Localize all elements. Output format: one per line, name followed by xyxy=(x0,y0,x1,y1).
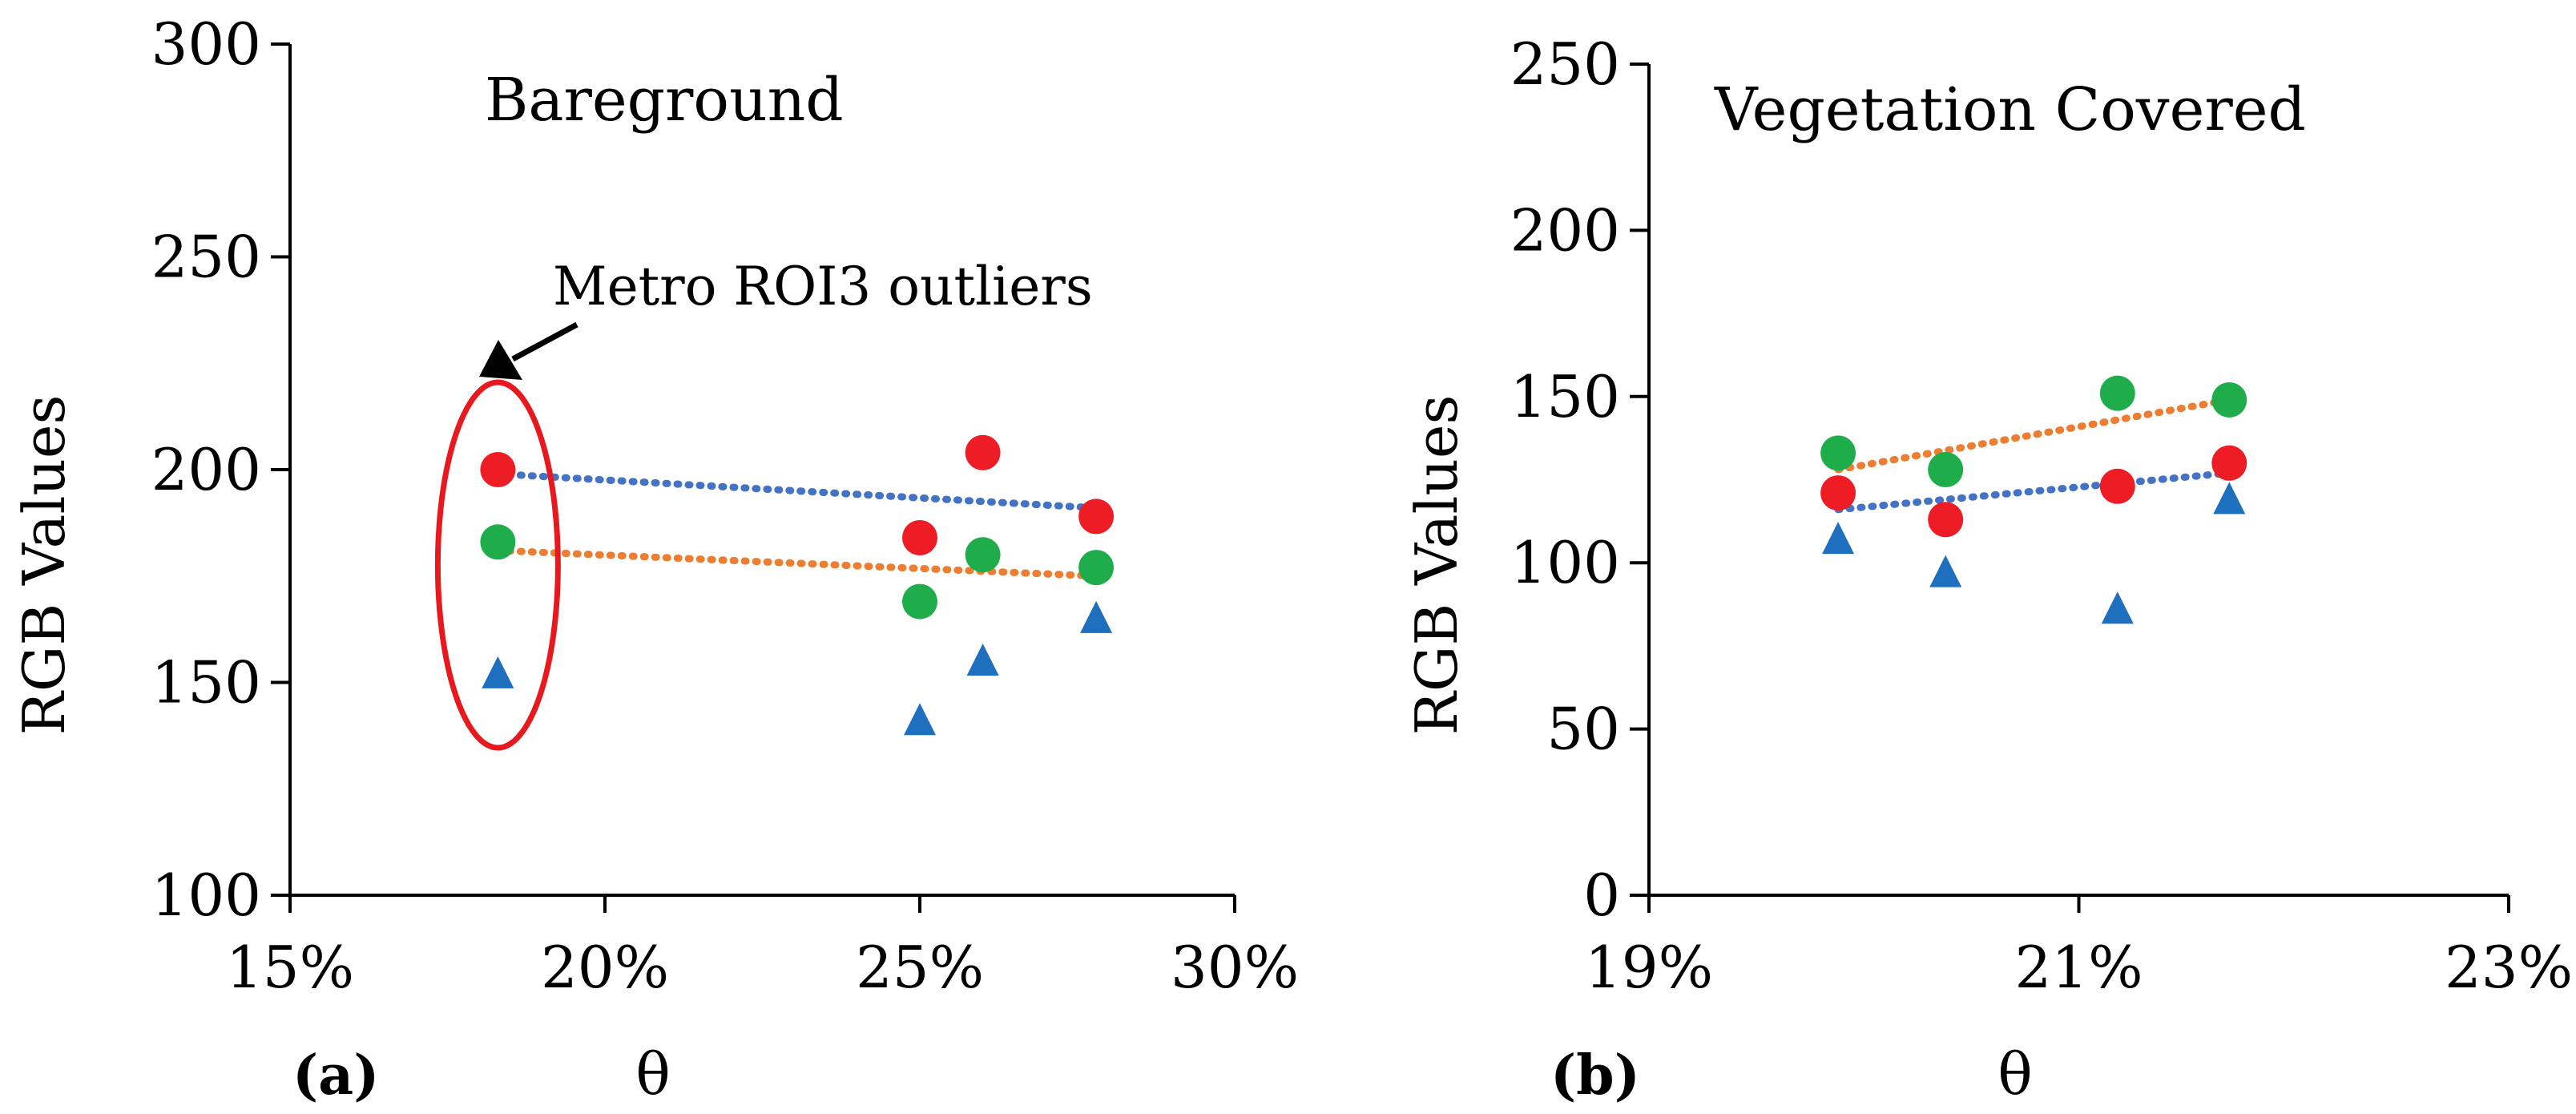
panel-a-point-r xyxy=(1078,498,1115,535)
outliers-annotation-label: Metro ROI3 outliers xyxy=(553,256,1093,317)
panel-b-y-tick-label: 150 xyxy=(1510,363,1620,430)
panel-b-point-r xyxy=(2099,468,2135,504)
panel-a-label: (a) xyxy=(292,1043,379,1108)
panel-a-x-axis-title: θ xyxy=(635,1040,670,1108)
panel-a-bareground: Bareground Metro ROI3 outliers RGB Value… xyxy=(10,10,1299,1108)
panel-a-y-axis-title: RGB Values xyxy=(10,395,78,736)
panel-a-point-r xyxy=(902,519,937,555)
panel-b-title: Vegetation Covered xyxy=(1714,75,2306,144)
panel-b-point-b xyxy=(1929,555,1962,587)
panel-a-point-b xyxy=(1080,600,1113,633)
panel-a-y-tick-label: 200 xyxy=(151,436,261,503)
panel-b-label: (b) xyxy=(1550,1043,1640,1108)
panel-a-y-tick-label: 250 xyxy=(151,224,261,291)
panel-a-point-g xyxy=(1078,550,1115,586)
panel-b-x-tick-label: 21% xyxy=(2014,934,2143,1001)
panel-a-y-tick-label: 150 xyxy=(151,649,261,716)
panel-a-point-b xyxy=(966,643,999,676)
panel-a-point-r xyxy=(480,452,516,487)
panel-b-y-tick-label: 200 xyxy=(1510,196,1620,264)
panel-a-point-g xyxy=(902,583,937,620)
outliers-arrow-head xyxy=(479,340,522,380)
panel-b-point-r xyxy=(1928,502,1964,538)
panel-b-point-b xyxy=(2101,591,2134,624)
panel-a-y-tick-label: 300 xyxy=(151,10,261,78)
panel-b-point-b xyxy=(2213,482,2246,515)
panel-a-x-tick-label: 20% xyxy=(541,934,669,1001)
panel-b-point-g xyxy=(2211,381,2247,418)
panel-b-y-tick-label: 250 xyxy=(1510,30,1620,98)
panel-b-point-r xyxy=(1820,475,1856,511)
outliers-arrow-shaft xyxy=(511,321,578,362)
panel-b-y-tick-label: 50 xyxy=(1546,696,1620,763)
panel-b-point-g xyxy=(1820,435,1856,471)
panel-b-y-tick-label: 0 xyxy=(1583,862,1620,929)
panel-a-trendline-trend_orange xyxy=(494,547,1100,580)
panel-a-point-r xyxy=(965,434,1001,470)
panel-a-trendline-trend_blue xyxy=(494,470,1100,512)
panel-b-x-tick-label: 23% xyxy=(2445,934,2573,1001)
panel-a-x-tick-label: 30% xyxy=(1171,934,1299,1001)
panel-b-point-g xyxy=(2099,375,2135,411)
outliers-ellipse xyxy=(434,379,561,751)
panel-a-point-g xyxy=(965,537,1001,573)
panel-a-title: Bareground xyxy=(485,66,844,135)
panel-b-y-tick-label: 100 xyxy=(1510,529,1620,596)
panel-a-point-g xyxy=(480,524,516,560)
panel-a-point-b xyxy=(482,656,514,688)
panel-b-trendline-trend_blue xyxy=(1834,469,2233,514)
panel-b-x-axis-title: θ xyxy=(1998,1040,2032,1108)
panel-a-x-tick-label: 15% xyxy=(226,934,354,1001)
panel-a-x-tick-label: 25% xyxy=(856,934,984,1001)
panel-b-point-b xyxy=(1822,522,1855,555)
panel-a-y-tick-label: 100 xyxy=(151,862,261,929)
panel-b-x-tick-label: 19% xyxy=(1585,934,1713,1001)
panel-b-vegetation-covered: Vegetation Covered RGB Values (b) θ 0 50 1… xyxy=(1403,30,2573,1108)
panel-b-point-r xyxy=(2211,445,2247,481)
panel-a-point-b xyxy=(904,703,936,736)
panel-b-point-g xyxy=(1928,452,1964,488)
panel-b-trendline-trend_orange xyxy=(1834,396,2233,474)
panel-b-y-axis-title: RGB Values xyxy=(1403,395,1470,736)
